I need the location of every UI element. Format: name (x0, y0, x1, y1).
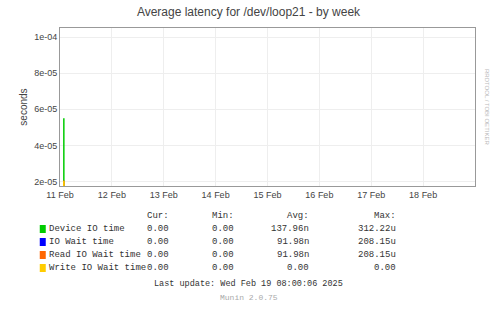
svg-text:16 Feb: 16 Feb (305, 190, 333, 200)
svg-text:8e-05: 8e-05 (34, 68, 57, 78)
svg-text:12 Feb: 12 Feb (98, 190, 126, 200)
svg-text:18 Feb: 18 Feb (409, 190, 437, 200)
svg-text:4e-05: 4e-05 (34, 141, 57, 151)
svg-text:Read IO Wait time: Read IO Wait time (49, 250, 141, 260)
svg-text:11 Feb: 11 Feb (46, 190, 73, 200)
svg-text:Last update: Wed Feb 19 08:00:: Last update: Wed Feb 19 08:00:06 2025 (154, 279, 343, 289)
svg-text:0.00: 0.00 (374, 263, 396, 273)
svg-text:Cur:: Cur: (147, 211, 169, 221)
svg-text:15 Feb: 15 Feb (253, 190, 281, 200)
svg-text:Max:: Max: (374, 211, 396, 221)
svg-text:1e-04: 1e-04 (34, 32, 57, 42)
svg-text:0.00: 0.00 (147, 250, 169, 260)
svg-text:0.00: 0.00 (287, 263, 309, 273)
svg-text:6e-05: 6e-05 (34, 104, 57, 114)
svg-text:0.00: 0.00 (147, 224, 169, 234)
svg-text:91.98n: 91.98n (277, 250, 309, 260)
svg-text:0.00: 0.00 (212, 250, 234, 260)
svg-text:137.96n: 137.96n (271, 224, 309, 234)
svg-text:0.00: 0.00 (147, 263, 169, 273)
svg-text:Munin 2.0.75: Munin 2.0.75 (220, 293, 278, 302)
svg-text:Min:: Min: (212, 211, 234, 221)
svg-text:91.98n: 91.98n (277, 237, 309, 247)
svg-text:312.22u: 312.22u (358, 224, 396, 234)
svg-text:208.15u: 208.15u (358, 237, 396, 247)
svg-text:Device IO time: Device IO time (49, 224, 125, 234)
svg-text:14 Feb: 14 Feb (202, 190, 230, 200)
svg-text:IO Wait time: IO Wait time (49, 237, 114, 247)
svg-text:Average latency for /dev/loop2: Average latency for /dev/loop21 - by wee… (137, 5, 361, 19)
svg-text:13 Feb: 13 Feb (150, 190, 178, 200)
svg-text:seconds: seconds (18, 88, 29, 125)
svg-text:208.15u: 208.15u (358, 250, 396, 260)
svg-text:0.00: 0.00 (212, 237, 234, 247)
svg-text:0.00: 0.00 (147, 237, 169, 247)
svg-text:0.00: 0.00 (212, 224, 234, 234)
svg-text:0.00: 0.00 (212, 263, 234, 273)
svg-text:Write IO Wait time: Write IO Wait time (49, 263, 146, 273)
svg-text:2e-05: 2e-05 (34, 177, 57, 187)
svg-text:RRDTOOL / TOBI OETIKER: RRDTOOL / TOBI OETIKER (484, 69, 490, 145)
svg-text:Avg:: Avg: (287, 211, 309, 221)
svg-text:17 Feb: 17 Feb (357, 190, 385, 200)
